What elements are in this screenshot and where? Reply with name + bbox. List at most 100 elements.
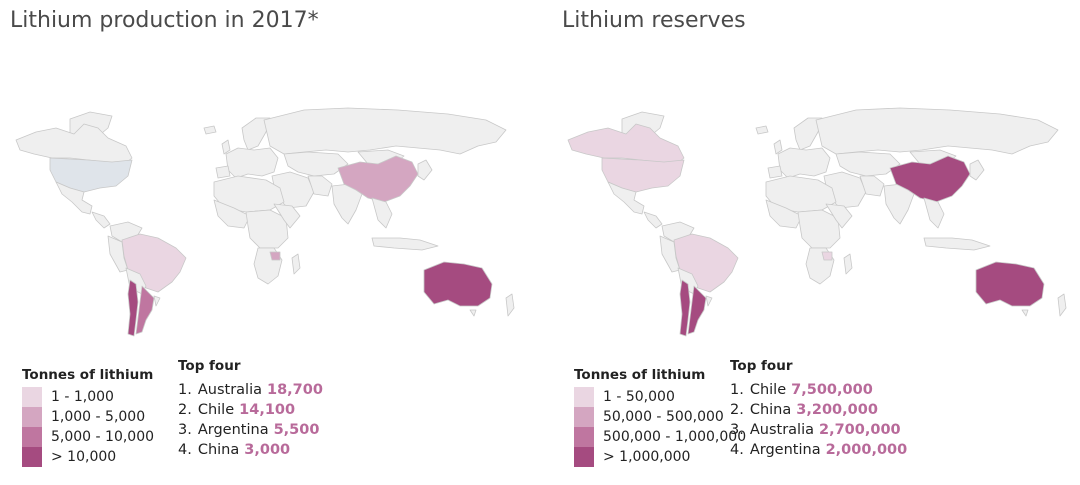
- country-scandinavia: [241, 117, 271, 151]
- country: Chile: [197, 402, 235, 418]
- top-four-item: 2. Chile 14,100: [178, 400, 323, 420]
- country-c-africa: [797, 209, 841, 249]
- value: 7,500,000: [791, 382, 873, 398]
- country-mexico: [607, 181, 645, 215]
- country-iran: [307, 175, 333, 197]
- country-australia: [975, 261, 1045, 307]
- country-zimbabwe: [269, 251, 281, 261]
- country-madagascar: [291, 253, 301, 275]
- country-uruguay: [153, 295, 161, 307]
- country-china: [337, 155, 419, 203]
- country-scandinavia: [793, 117, 823, 151]
- rank: 1.: [178, 382, 192, 398]
- country-tasmania: [1021, 309, 1029, 317]
- country-new-zealand: [505, 293, 515, 317]
- legend-label: > 10,000: [51, 449, 117, 465]
- legend-item: 1,000 - 5,000: [22, 407, 154, 427]
- country-iceland: [755, 125, 769, 135]
- rank: 3.: [178, 422, 192, 438]
- legend-swatch: [574, 447, 594, 467]
- value: 5,500: [273, 422, 320, 438]
- production-top-four: Top four 1. Australia 18,700 2. Chile 14,100…: [178, 358, 323, 460]
- top-four-item: 1. Australia 18,700: [178, 380, 323, 400]
- value: 18,700: [266, 382, 323, 398]
- country-central-america: [91, 211, 111, 229]
- country: Australia: [749, 422, 814, 438]
- top-four-item: 4. Argentina 2,000,000: [730, 440, 907, 460]
- legend-swatch: [22, 427, 42, 447]
- country: Argentina: [749, 442, 821, 458]
- country-chile: [127, 279, 139, 337]
- country-new-zealand: [1057, 293, 1067, 317]
- top-four-item: 4. China 3,000: [178, 440, 323, 460]
- legend-item: 1 - 1,000: [22, 387, 154, 407]
- country-mexico: [55, 181, 93, 215]
- country-iceland: [203, 125, 217, 135]
- legend-title: Tonnes of lithium: [22, 367, 154, 383]
- legend-swatch: [574, 407, 594, 427]
- value: 2,000,000: [825, 442, 908, 458]
- reserves-legend: Tonnes of lithium 1 - 50,000 50,000 - 50…: [574, 367, 746, 467]
- country-uk: [221, 139, 231, 155]
- country-korea-japan: [417, 159, 433, 181]
- country-tasmania: [469, 309, 477, 317]
- legend-label: 1 - 50,000: [603, 389, 675, 405]
- legend-item: 1 - 50,000: [574, 387, 746, 407]
- country-usa: [601, 157, 685, 193]
- country-uk: [773, 139, 783, 155]
- top-four-item: 3. Australia 2,700,000: [730, 420, 907, 440]
- country-china: [889, 155, 971, 203]
- legend-item: > 1,000,000: [574, 447, 746, 467]
- value: 3,000: [244, 442, 291, 458]
- top-four-title: Top four: [178, 358, 241, 374]
- rank: 2.: [178, 402, 192, 418]
- reserves-map: [560, 88, 1070, 346]
- top-four-item: 1. Chile 7,500,000: [730, 380, 907, 400]
- legend-label: 50,000 - 500,000: [603, 409, 724, 425]
- production-panel: Lithium production in 2017* Tonnes of li…: [0, 0, 520, 485]
- country-e-africa: [825, 203, 853, 229]
- country-usa: [49, 157, 133, 193]
- country-korea-japan: [969, 159, 985, 181]
- legend-label: 1 - 1,000: [51, 389, 114, 405]
- top-four-title: Top four: [730, 358, 793, 374]
- country-argentina: [687, 285, 707, 335]
- world-map: [15, 107, 515, 337]
- reserves-top-four: Top four 1. Chile 7,500,000 2. China 3,200,0…: [730, 358, 907, 460]
- rank: 3.: [730, 422, 744, 438]
- legend-swatch: [574, 427, 594, 447]
- legend-swatch: [574, 387, 594, 407]
- country-central-america: [643, 211, 663, 229]
- country-w-africa: [765, 199, 803, 229]
- country-central-asia: [283, 151, 349, 177]
- country-iberia: [215, 165, 231, 179]
- country: China: [749, 402, 792, 418]
- reserves-title: Lithium reserves: [562, 8, 746, 33]
- legend-label: 5,000 - 10,000: [51, 429, 155, 445]
- country-europe: [225, 147, 279, 179]
- value: 3,200,000: [796, 402, 878, 418]
- production-legend: Tonnes of lithium 1 - 1,000 1,000 - 5,00…: [22, 367, 154, 467]
- legend-swatch: [22, 447, 42, 467]
- country-se-asia: [923, 197, 945, 229]
- legend-swatch: [22, 407, 42, 427]
- country-madagascar: [843, 253, 853, 275]
- legend-item: 500,000 - 1,000,000: [574, 427, 746, 447]
- country: Chile: [749, 382, 787, 398]
- country-russia: [263, 107, 507, 155]
- world-map: [567, 107, 1067, 337]
- value: 2,700,000: [818, 422, 901, 438]
- country: Argentina: [197, 422, 269, 438]
- country-indonesia: [371, 237, 439, 251]
- country-australia: [423, 261, 493, 307]
- country-zimbabwe: [821, 251, 833, 261]
- production-map: [8, 88, 518, 346]
- rank: 1.: [730, 382, 744, 398]
- country-e-africa: [273, 203, 301, 229]
- country-chile: [679, 279, 691, 337]
- rank: 4.: [178, 442, 192, 458]
- country-uruguay: [705, 295, 713, 307]
- country-europe: [777, 147, 831, 179]
- legend-title: Tonnes of lithium: [574, 367, 706, 383]
- legend-item: 50,000 - 500,000: [574, 407, 746, 427]
